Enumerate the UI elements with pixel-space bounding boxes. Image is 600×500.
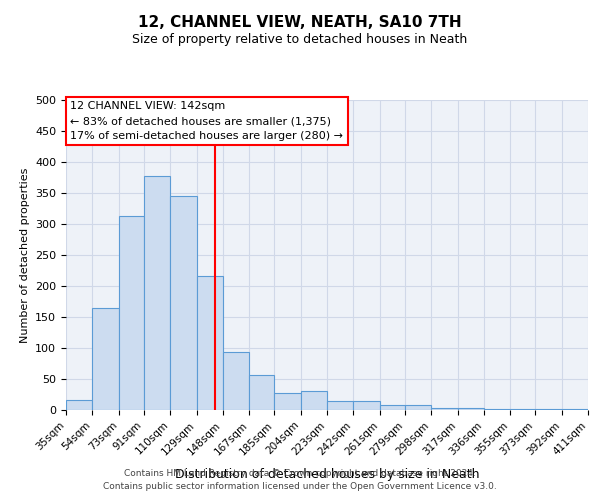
Bar [197,276,223,410]
Bar [119,216,144,410]
Bar [327,400,353,410]
Bar [431,408,458,410]
Text: Contains HM Land Registry data © Crown copyright and database right 2024.: Contains HM Land Registry data © Crown c… [124,468,476,477]
Bar [484,409,510,410]
Y-axis label: Number of detached properties: Number of detached properties [20,168,29,342]
Text: Contains public sector information licensed under the Open Government Licence v3: Contains public sector information licen… [103,482,497,491]
Bar [405,405,431,410]
Bar [92,308,119,410]
Bar [66,400,92,410]
Bar [510,409,535,410]
Bar [380,405,405,410]
Bar [170,196,197,410]
Bar [353,400,380,410]
Bar [458,408,484,410]
Bar [301,392,327,410]
Text: Size of property relative to detached houses in Neath: Size of property relative to detached ho… [133,32,467,46]
Bar [144,176,170,410]
Text: 12, CHANNEL VIEW, NEATH, SA10 7TH: 12, CHANNEL VIEW, NEATH, SA10 7TH [138,15,462,30]
Bar [274,394,301,410]
X-axis label: Distribution of detached houses by size in Neath: Distribution of detached houses by size … [175,468,479,480]
Text: 12 CHANNEL VIEW: 142sqm
← 83% of detached houses are smaller (1,375)
17% of semi: 12 CHANNEL VIEW: 142sqm ← 83% of detache… [70,101,343,141]
Bar [223,352,249,410]
Bar [249,376,274,410]
